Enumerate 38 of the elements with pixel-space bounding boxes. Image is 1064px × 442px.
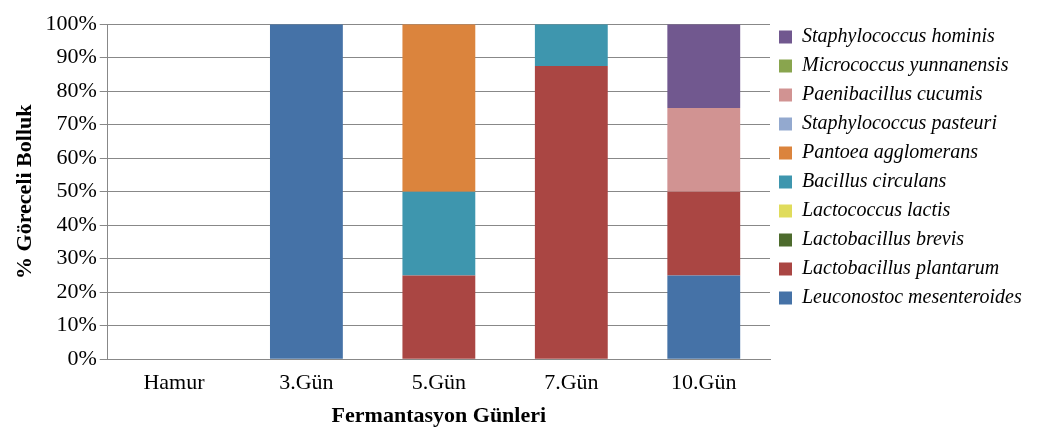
y-axis-title: % Göreceli Bolluk bbox=[10, 103, 36, 279]
bar bbox=[534, 24, 608, 67]
x-tick-label: 3.Gün bbox=[279, 369, 334, 395]
legend-label: Bacillus circulans bbox=[802, 169, 947, 192]
y-tick-label: 10% bbox=[56, 311, 97, 337]
legend-label: Micrococcus yunnanensis bbox=[801, 53, 1009, 77]
x-tick-label: 7.Gün bbox=[544, 369, 599, 395]
y-tick-label: 100% bbox=[45, 9, 97, 35]
bar bbox=[667, 275, 741, 359]
legend-label: Lactobacillus plantarum bbox=[801, 256, 1000, 280]
legend-label: Lactococcus lactis bbox=[801, 198, 951, 221]
y-tick-label: 90% bbox=[56, 43, 97, 69]
y-tick-label: 20% bbox=[56, 277, 97, 303]
legend-label: Lactobacillus brevis bbox=[801, 227, 965, 250]
y-tick-label: 60% bbox=[56, 143, 97, 169]
y-tick-label: 40% bbox=[56, 210, 97, 236]
bar bbox=[534, 66, 608, 359]
x-tick-label: 10.Gün bbox=[671, 369, 737, 395]
y-tick-label: 70% bbox=[56, 110, 97, 136]
bar bbox=[402, 191, 476, 276]
bar bbox=[402, 24, 476, 192]
legend-label: Leuconostoc mesenteroides bbox=[801, 285, 1022, 308]
legend-label: Staphylococcus pasteuri bbox=[802, 111, 997, 135]
legend-label: Pantoea agglomerans bbox=[801, 140, 979, 164]
x-tick-label: Hamur bbox=[143, 369, 206, 395]
bar bbox=[269, 24, 343, 359]
x-tick-label: 5.Gün bbox=[411, 369, 467, 395]
bar bbox=[667, 24, 741, 108]
bar bbox=[667, 191, 741, 276]
legend-label: Paenibacillus cucumis bbox=[801, 82, 983, 105]
y-tick-label: 80% bbox=[56, 76, 97, 102]
bar bbox=[667, 107, 741, 192]
y-tick-label: 50% bbox=[56, 177, 97, 203]
bar bbox=[402, 275, 476, 359]
y-tick-label: 30% bbox=[56, 244, 97, 270]
legend-label: Staphylococcus hominis bbox=[802, 24, 995, 48]
y-tick-label: 0% bbox=[67, 344, 97, 370]
x-axis-title: Fermantasyon Günleri bbox=[331, 402, 547, 428]
